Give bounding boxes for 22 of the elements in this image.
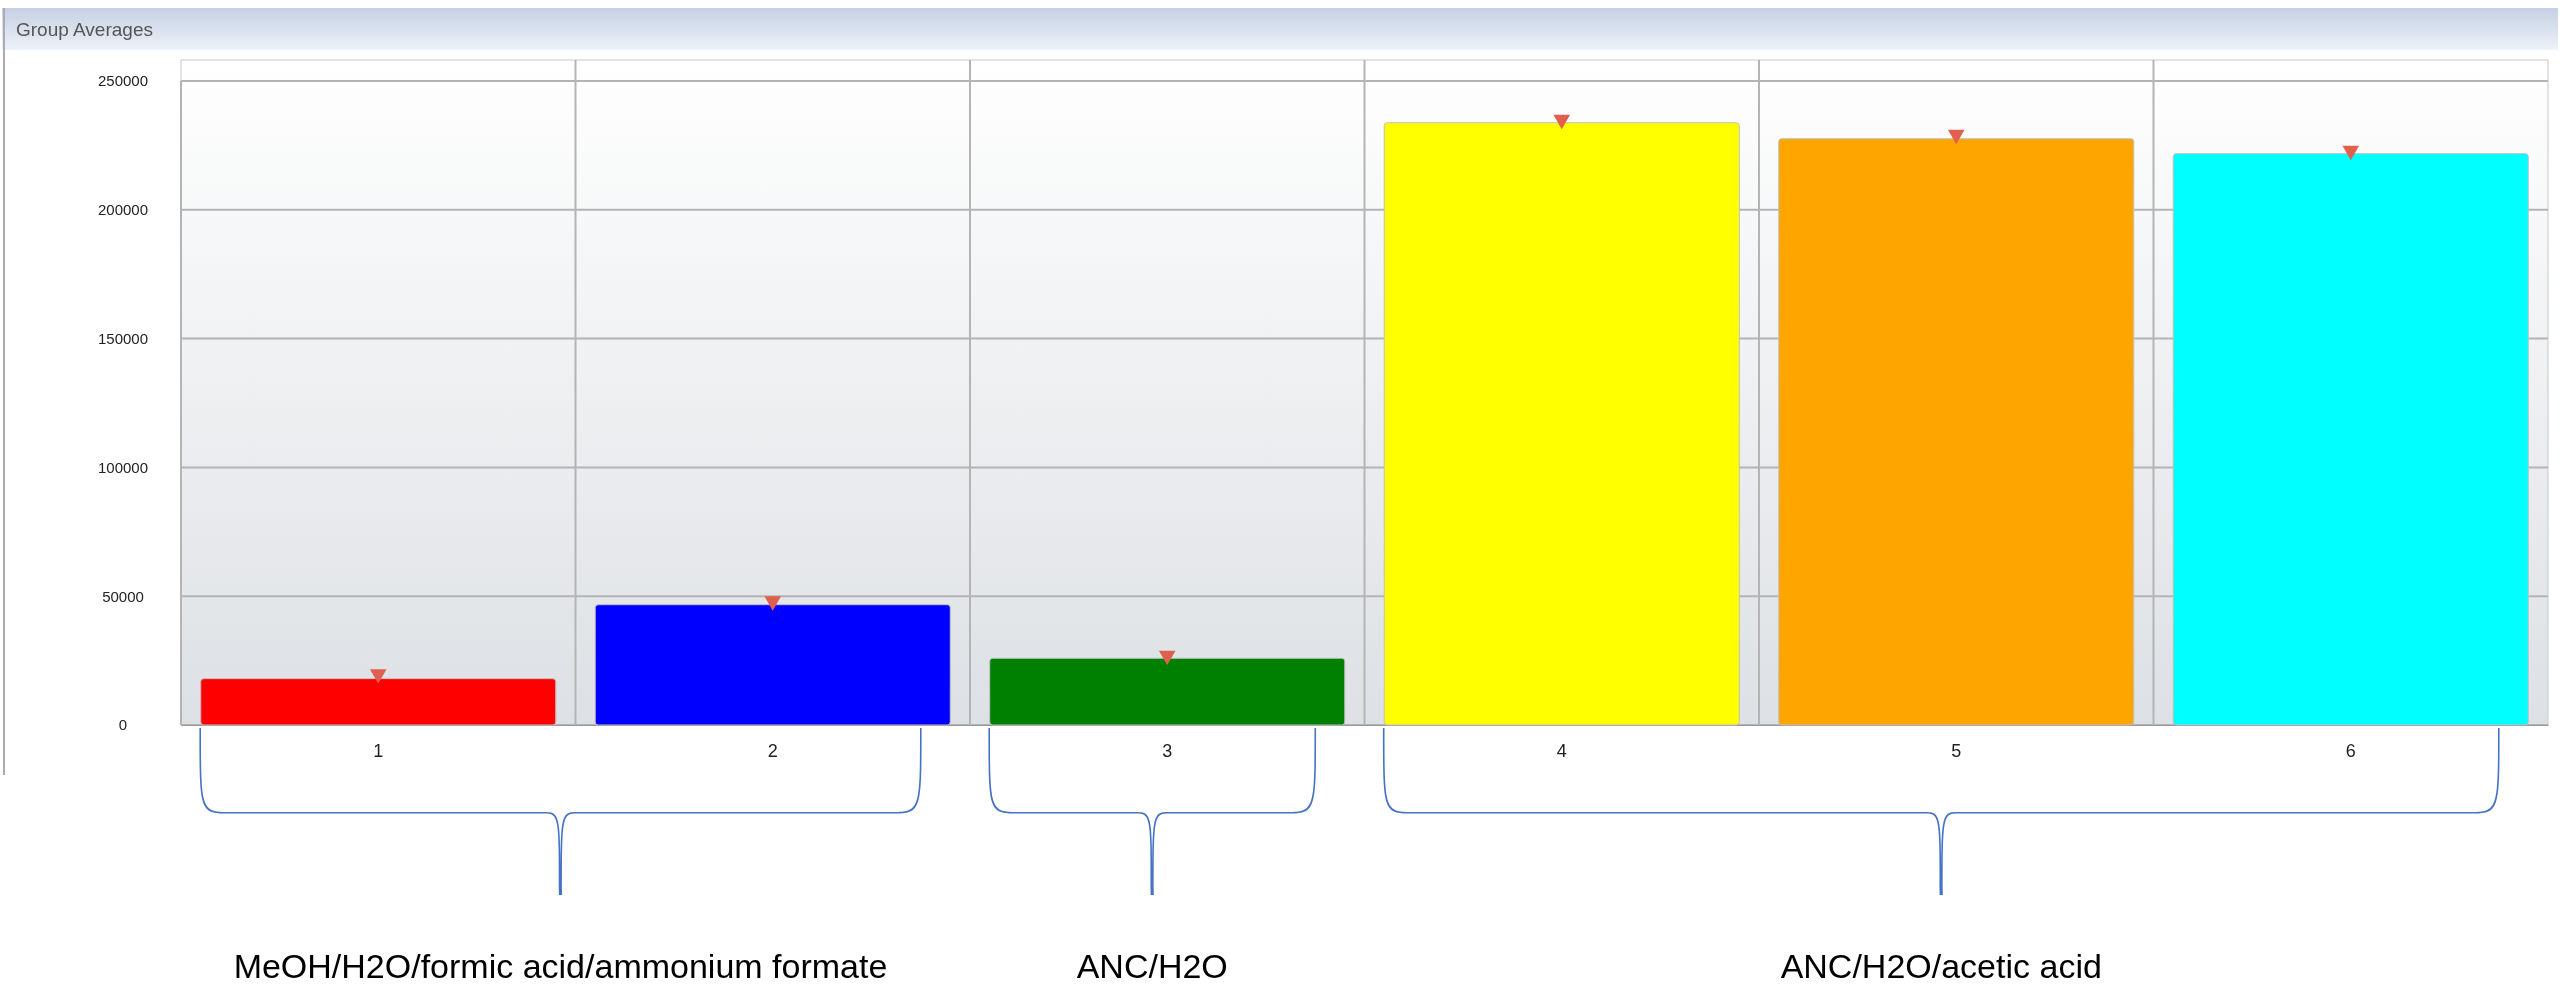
y-tick-label: 100000 <box>97 458 149 476</box>
point <box>2342 145 2360 161</box>
y-tick-label: 50000 <box>102 587 144 605</box>
x-tick-label: 5 <box>1951 740 1962 761</box>
y-tick-label: 200000 <box>97 201 149 219</box>
y-tick-label: 150000 <box>97 329 149 347</box>
text: ANC/H2O/acetic acid <box>1780 947 2102 985</box>
chart-title: Group Averages <box>16 19 153 40</box>
x-tick-label: 4 <box>1556 740 1567 761</box>
point <box>1553 114 1571 130</box>
point <box>369 669 387 684</box>
text: MeOH/H2O/formic acid/ammonium formate <box>233 947 888 985</box>
x-tick-label: 6 <box>2345 740 2356 761</box>
x-tick-label: 1 <box>373 740 384 761</box>
point <box>1158 650 1176 666</box>
point <box>1947 129 1965 145</box>
text: ANC/H2O <box>1076 947 1228 985</box>
x-tick-label: 2 <box>767 740 778 761</box>
x-tick-label: 3 <box>1162 740 1173 761</box>
y-tick-label: 0 <box>118 716 128 734</box>
y-tick-label: 250000 <box>97 72 149 90</box>
point <box>764 596 782 611</box>
